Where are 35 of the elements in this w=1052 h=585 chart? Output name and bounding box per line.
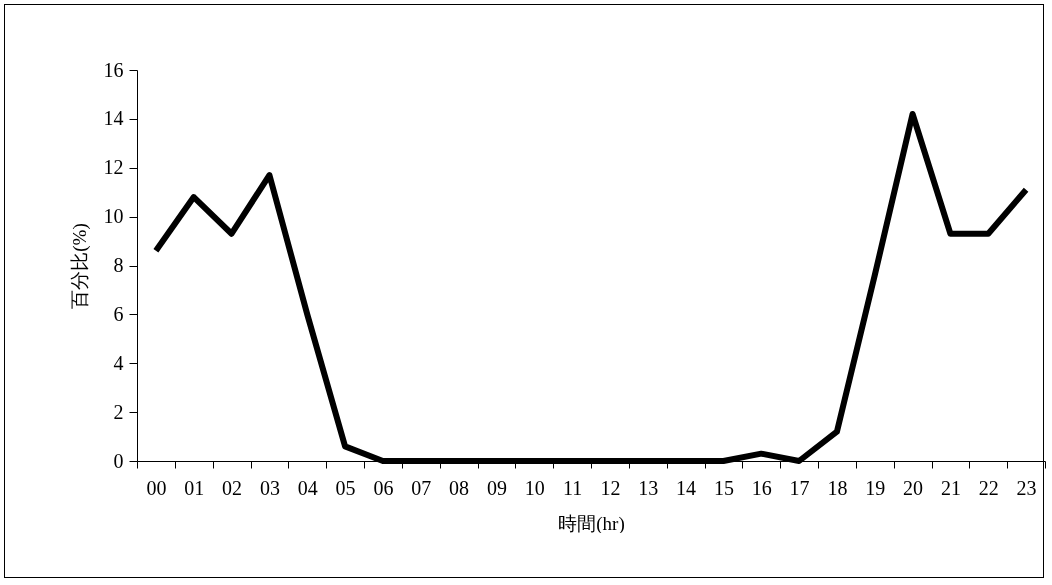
y-tick-label: 16 — [103, 58, 124, 81]
x-tick-label: 11 — [562, 476, 583, 499]
x-tick-label: 04 — [297, 476, 318, 499]
x-tick-label: 23 — [1016, 476, 1037, 499]
x-tick-label: 07 — [411, 476, 432, 499]
x-tick-label: 13 — [638, 476, 659, 499]
y-tick-label: 10 — [103, 205, 124, 228]
x-axis-title: 時間(hr) — [558, 512, 625, 535]
y-tick-label: 4 — [113, 351, 124, 374]
x-tick-label: 14 — [676, 476, 697, 499]
x-tick-label: 03 — [259, 476, 280, 499]
x-tick-label: 16 — [751, 476, 772, 499]
x-tick-label: 08 — [449, 476, 470, 499]
x-tick-label: 02 — [222, 476, 243, 499]
y-tick-label: 14 — [103, 107, 124, 130]
x-tick-label: 19 — [865, 476, 886, 499]
x-tick-label: 05 — [335, 476, 356, 499]
y-axis-title: 百分比(%) — [68, 223, 91, 309]
x-tick-label: 17 — [789, 476, 810, 499]
y-tick-label: 6 — [113, 302, 124, 325]
x-tick-label: 01 — [184, 476, 205, 499]
x-tick-label: 21 — [940, 476, 961, 499]
x-tick-label: 10 — [524, 476, 545, 499]
y-tick-label: 0 — [113, 449, 124, 472]
y-tick-label: 2 — [113, 400, 124, 423]
x-tick-label: 12 — [600, 476, 621, 499]
y-tick-label: 12 — [103, 156, 124, 179]
x-tick-label: 22 — [978, 476, 999, 499]
x-tick-label: 18 — [827, 476, 848, 499]
x-tick-label: 15 — [713, 476, 734, 499]
x-tick-label: 06 — [373, 476, 394, 499]
x-tick-label: 09 — [486, 476, 507, 499]
x-tick-label: 20 — [903, 476, 924, 499]
x-tick-label: 00 — [146, 476, 167, 499]
y-tick-label: 8 — [113, 254, 124, 276]
